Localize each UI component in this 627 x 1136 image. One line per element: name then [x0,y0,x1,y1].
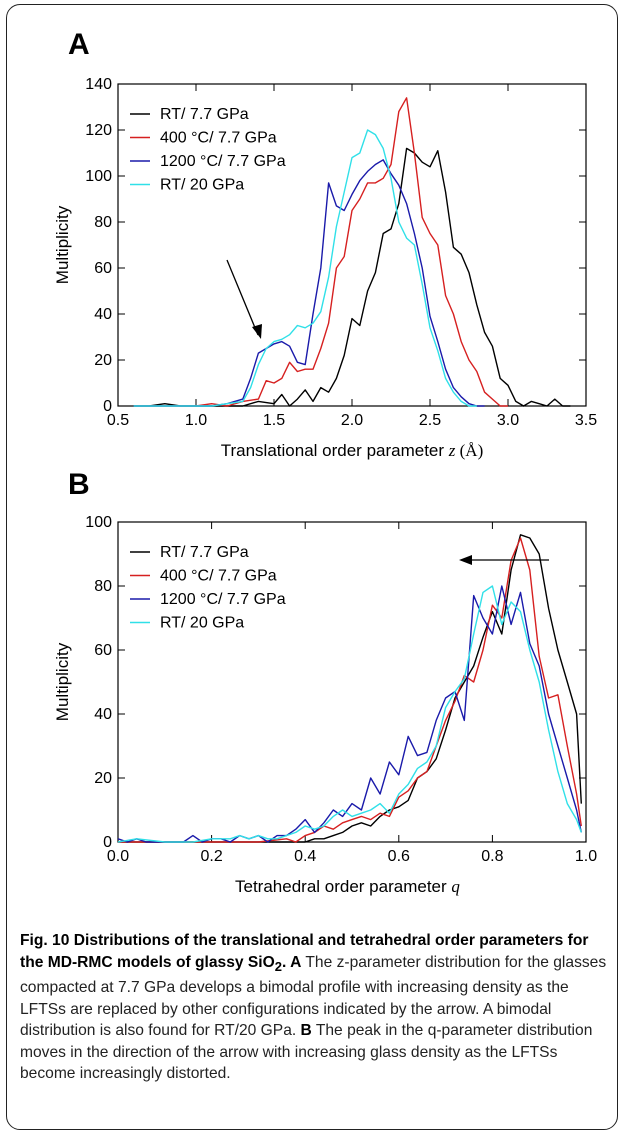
figure-frame [6,4,618,1130]
plot-area-b [117,521,587,843]
b-legend-label-3: RT/ 20 GPa [160,615,244,632]
a-series-line-0 [133,147,571,407]
x-axis-label-b-text: Tetrahedral order parameter [235,877,451,896]
chart-panel-b: B 0.0 0.2 0.4 0.6 0.8 1.0 0 20 40 60 80 100 RT/ 7.7… [53,468,597,896]
b-legend-label-0: RT/ 7.7 GPa [160,544,249,561]
a-legend-label-3: RT/ 20 GPa [160,177,244,194]
b-ytick-label: 20 [94,770,112,787]
a-legend-label-1: 400 °C/ 7.7 GPa [160,130,277,147]
b-xtick-label: 0.2 [200,848,222,865]
b-ytick-label: 40 [94,706,112,723]
annotation-arrow-a [226,259,259,336]
figure-caption: Fig. 10 Distributions of the translation… [20,930,610,1085]
panel-letter-b: B [68,468,90,501]
a-xtick-label: 1.0 [185,412,207,429]
caption-title: Fig. 10 Distributions of the translation… [20,932,589,974]
a-xtick-label: 3.5 [575,412,597,429]
x-axis-label-a-var: z [448,441,456,460]
b-xtick-label: 0.0 [107,848,129,865]
x-axis-label-b-var: q [451,877,460,896]
caption-letter-a: A [290,953,302,971]
a-ytick-label: 40 [94,306,112,323]
annotation-arrowhead-a [252,324,262,339]
caption-title-subscript: 2 [274,958,282,974]
b-xtick-label: 0.8 [481,848,503,865]
caption-letter-b: B [300,1022,312,1040]
caption-text-b: The peak in the q-parameter distribution… [20,1022,593,1083]
a-xtick-label: 0.5 [107,412,129,429]
a-ytick-label: 0 [103,398,112,415]
x-axis-label-b: Tetrahedral order parameter q [235,877,460,896]
b-ytick-label: 100 [85,514,112,531]
a-ytick-label: 140 [85,76,112,93]
a-ytick-label: 100 [85,168,112,185]
a-series-line-3 [133,129,477,407]
legend-a: RT/ 7.7 GPa 400 °C/ 7.7 GPa 1200 °C/ 7.7 G… [130,106,286,194]
a-series-line-2 [133,159,485,407]
a-series-line-1 [133,97,508,407]
b-xtick-label: 0.4 [294,848,316,865]
annotation-arrowhead-b [459,555,472,565]
a-xtick-label: 2.0 [341,412,363,429]
a-legend-label-2: 1200 °C/ 7.7 GPa [160,153,286,170]
a-ytick-label: 120 [85,122,112,139]
a-ytick-label: 20 [94,352,112,369]
legend-b: RT/ 7.7 GPa 400 °C/ 7.7 GPa 1200 °C/ 7.7 G… [130,544,286,632]
b-legend-label-1: 400 °C/ 7.7 GPa [160,568,277,585]
a-xtick-label: 2.5 [419,412,441,429]
b-series-line-1 [118,537,582,843]
a-ytick-label: 60 [94,260,112,277]
y-axis-label-b: Multiplicity [53,642,72,721]
x-axis-label-a-unit: (Å) [455,441,483,460]
x-axis-label-a-text: Translational order parameter [221,441,449,460]
b-ytick-label: 80 [94,578,112,595]
y-axis-label-a: Multiplicity [53,205,72,284]
b-xtick-label: 1.0 [575,848,597,865]
panel-letter-a: A [68,28,90,61]
a-legend-label-0: RT/ 7.7 GPa [160,106,249,123]
caption-text-a: The z-parameter distribution for the gla… [20,953,607,1040]
a-xtick-label: 1.5 [263,412,285,429]
a-ytick-label: 80 [94,214,112,231]
caption-title-end: . [281,953,291,971]
b-ytick-label: 0 [103,834,112,851]
b-ytick-label: 60 [94,642,112,659]
b-series-line-3 [117,585,582,843]
b-xtick-label: 0.6 [388,848,410,865]
b-legend-label-2: 1200 °C/ 7.7 GPa [160,591,286,608]
a-xtick-label: 3.0 [497,412,519,429]
caption-title-start: Fig. 10 Distributions of the translation… [20,932,589,971]
chart-panel-a: A 0.5 1.0 1.5 2.0 2.5 3.0 3.5 0 20 40 60 80 100 120 14… [53,28,597,460]
x-axis-label-a: Translational order parameter z (Å) [221,441,484,460]
